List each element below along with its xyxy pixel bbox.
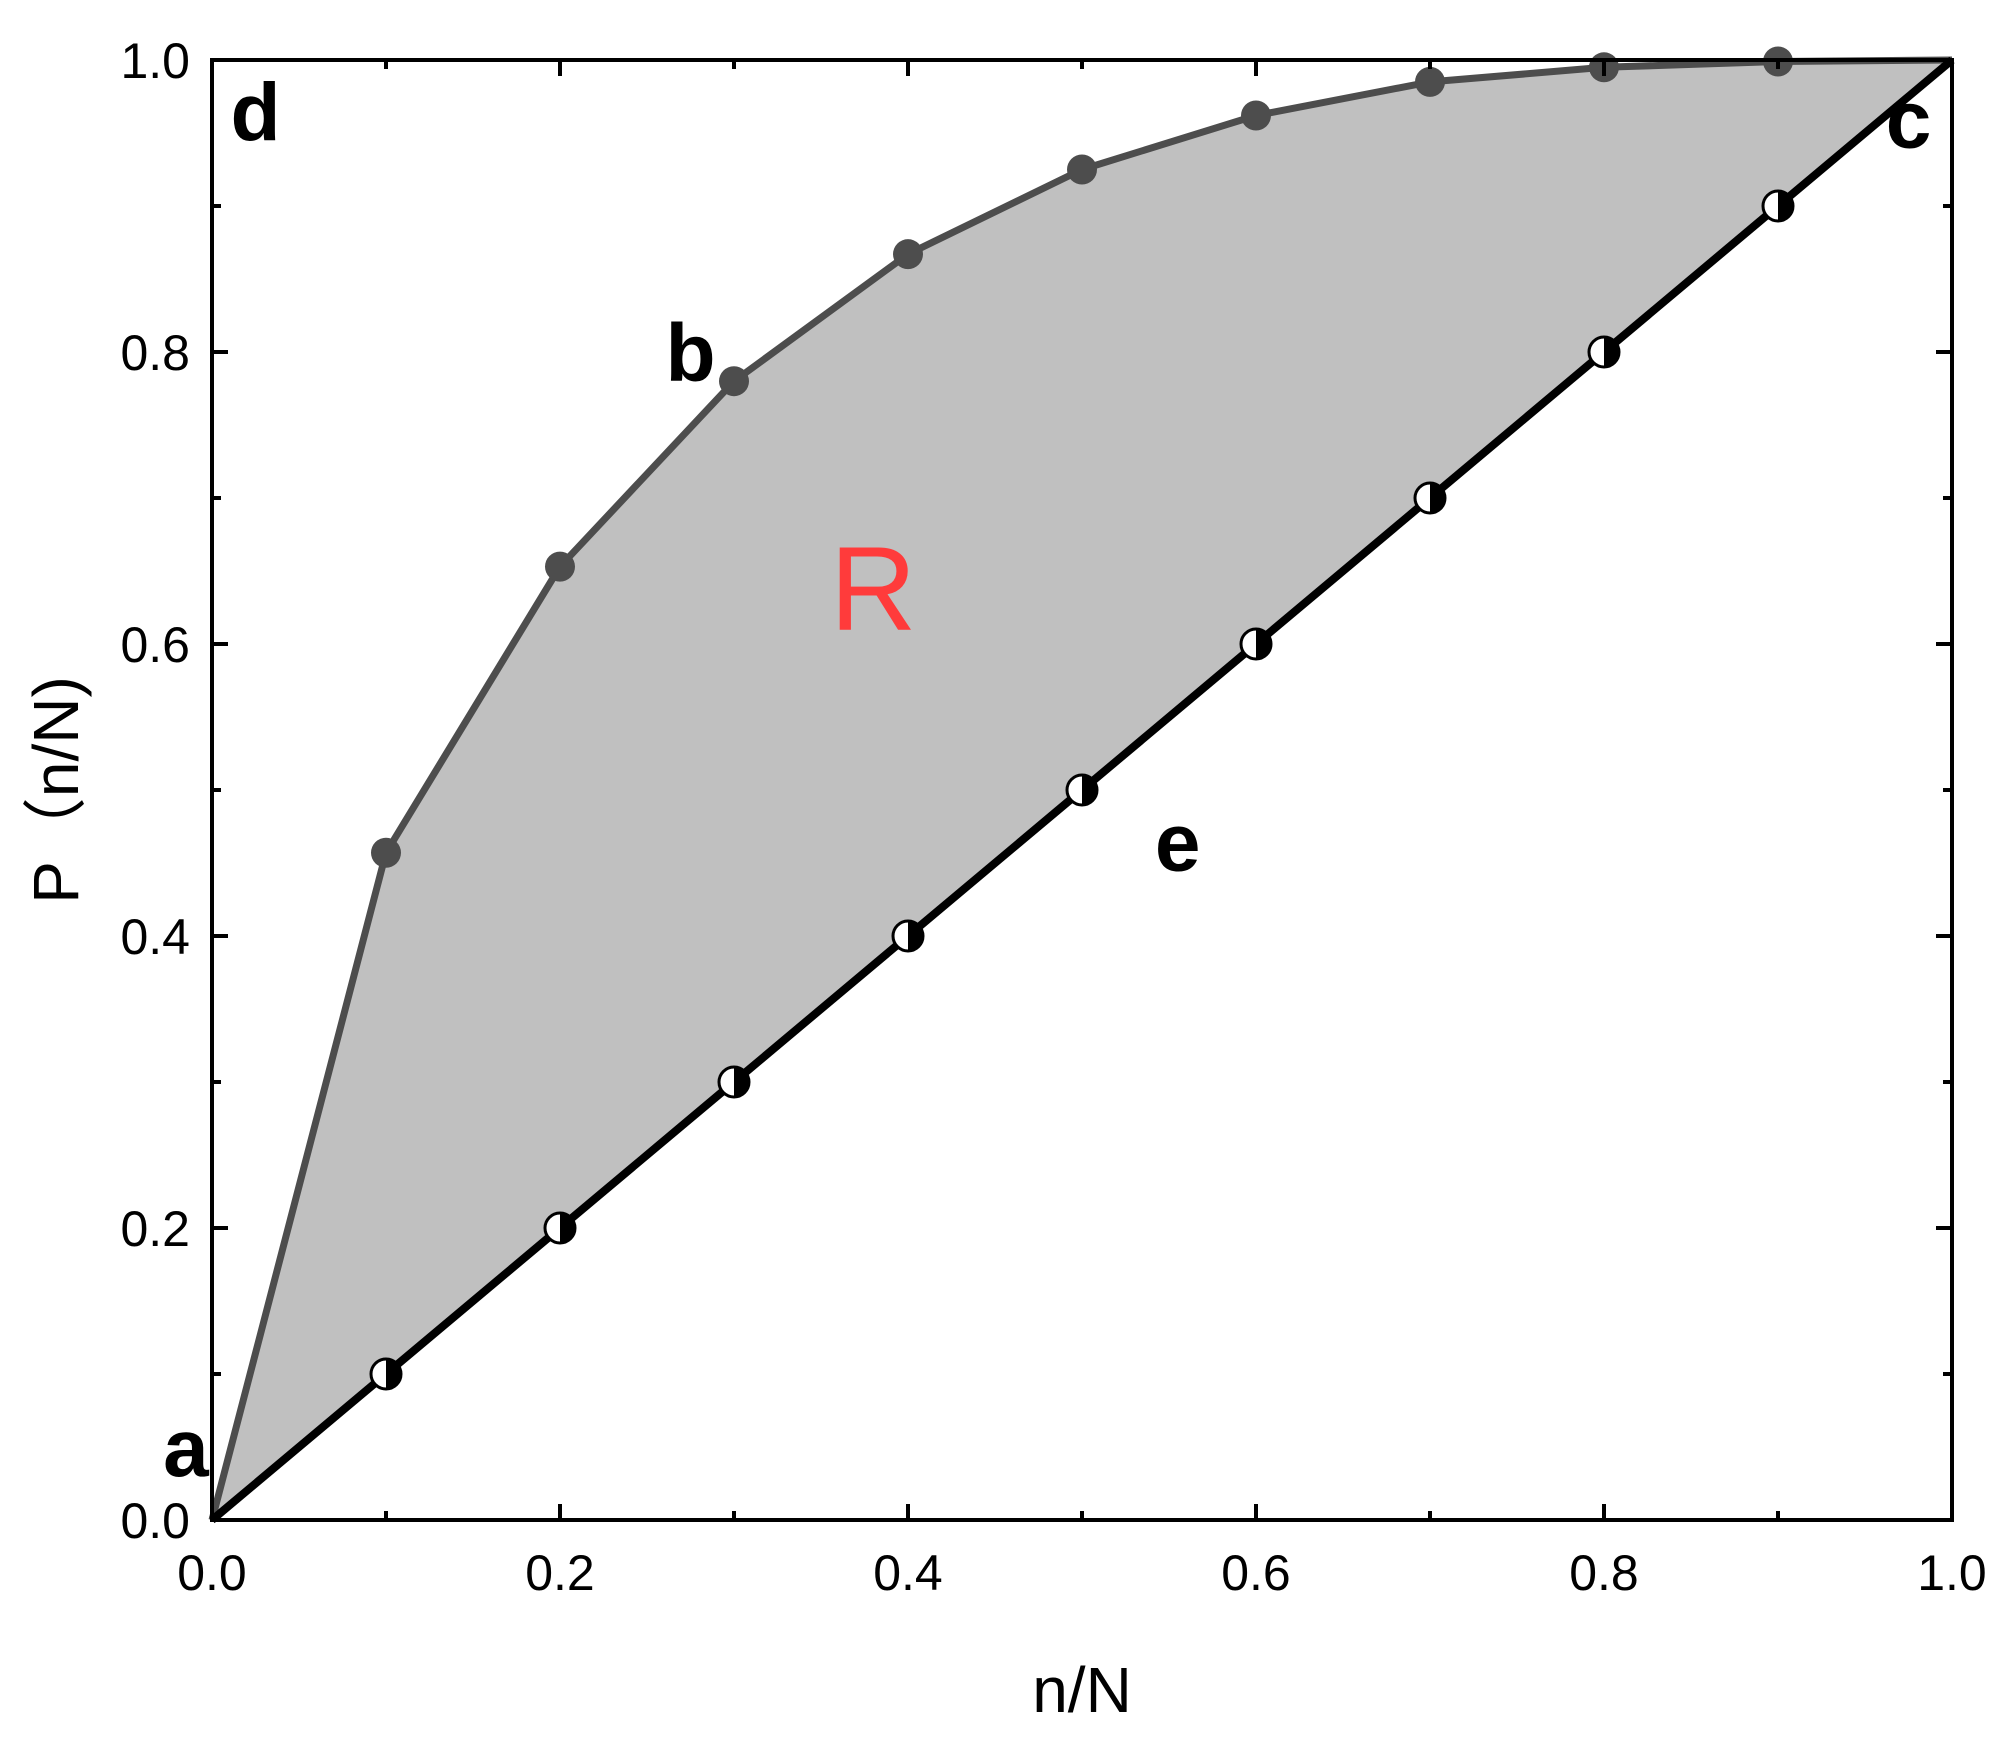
marker-half [1256, 629, 1271, 659]
y-axis-label: P（n/N) [20, 676, 92, 904]
marker-half [908, 921, 923, 951]
data-point-upper [545, 551, 575, 582]
x-tick-label: 1.0 [1917, 1545, 1987, 1601]
marker-half [1604, 337, 1619, 367]
data-point-upper [371, 837, 401, 868]
data-point-upper [719, 366, 749, 397]
marker-half [560, 1213, 575, 1243]
x-tick-label: 0.0 [177, 1545, 247, 1601]
data-point-lower [1239, 627, 1273, 661]
data-point-lower [1065, 773, 1099, 807]
annotation-d: d [230, 67, 280, 158]
data-point-lower [717, 1065, 751, 1099]
y-tick-label: 1.0 [120, 33, 190, 89]
marker-half [1430, 483, 1445, 513]
data-point-lower [1413, 481, 1447, 515]
annotation-b: b [665, 308, 715, 399]
y-tick-label: 0.8 [120, 325, 190, 381]
data-point-lower [891, 919, 925, 953]
annotation-a: a [163, 1403, 210, 1494]
data-point-lower [1587, 335, 1621, 369]
x-axis-label: n/N [1032, 1654, 1132, 1726]
x-tick-label: 0.8 [1569, 1545, 1639, 1601]
data-point-lower [1761, 189, 1795, 223]
marker-half [1082, 775, 1097, 805]
marker-half [734, 1067, 749, 1097]
x-tick-label: 0.6 [1221, 1545, 1291, 1601]
data-point-upper [1241, 100, 1271, 131]
marker-half [386, 1359, 401, 1389]
y-tick-label: 0.6 [120, 617, 190, 673]
data-point-upper [1415, 66, 1445, 97]
data-point-lower [369, 1357, 403, 1391]
marker-half [1778, 191, 1793, 221]
annotation-c: c [1886, 75, 1932, 166]
data-point-upper [1067, 154, 1097, 185]
data-point-lower [543, 1211, 577, 1245]
data-point-upper [893, 239, 923, 270]
point-annotations: a b c d e R [163, 67, 1931, 1494]
x-tick-label: 0.2 [525, 1545, 595, 1601]
annotation-e: e [1155, 797, 1201, 888]
y-tick-label: 0.2 [120, 1201, 190, 1257]
x-tick-label: 0.4 [873, 1545, 943, 1601]
tick-labels: 0.0 0.2 0.4 0.6 0.8 1.0 0.0 0.2 0.4 0.6 0.8 1.0 [120, 33, 1986, 1601]
series-markers [369, 46, 1795, 1391]
axis-ticks [210, 58, 1954, 1522]
y-tick-label: 0.0 [120, 1493, 190, 1549]
y-tick-label: 0.4 [120, 909, 190, 965]
region-label-r: R [830, 521, 917, 655]
